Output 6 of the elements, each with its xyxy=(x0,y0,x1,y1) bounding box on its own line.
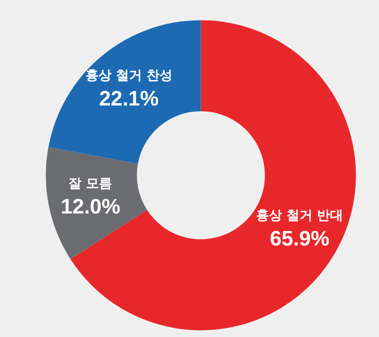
slice-label: 흉상 철거 찬성 xyxy=(85,68,172,84)
slice-label: 흉상 철거 반대 xyxy=(256,208,344,224)
data-label: 65.9% xyxy=(270,228,330,251)
data-label: 22.1% xyxy=(99,87,159,110)
data-label: 12.0% xyxy=(60,196,121,219)
slice-label: 잘 모름 xyxy=(68,176,112,192)
